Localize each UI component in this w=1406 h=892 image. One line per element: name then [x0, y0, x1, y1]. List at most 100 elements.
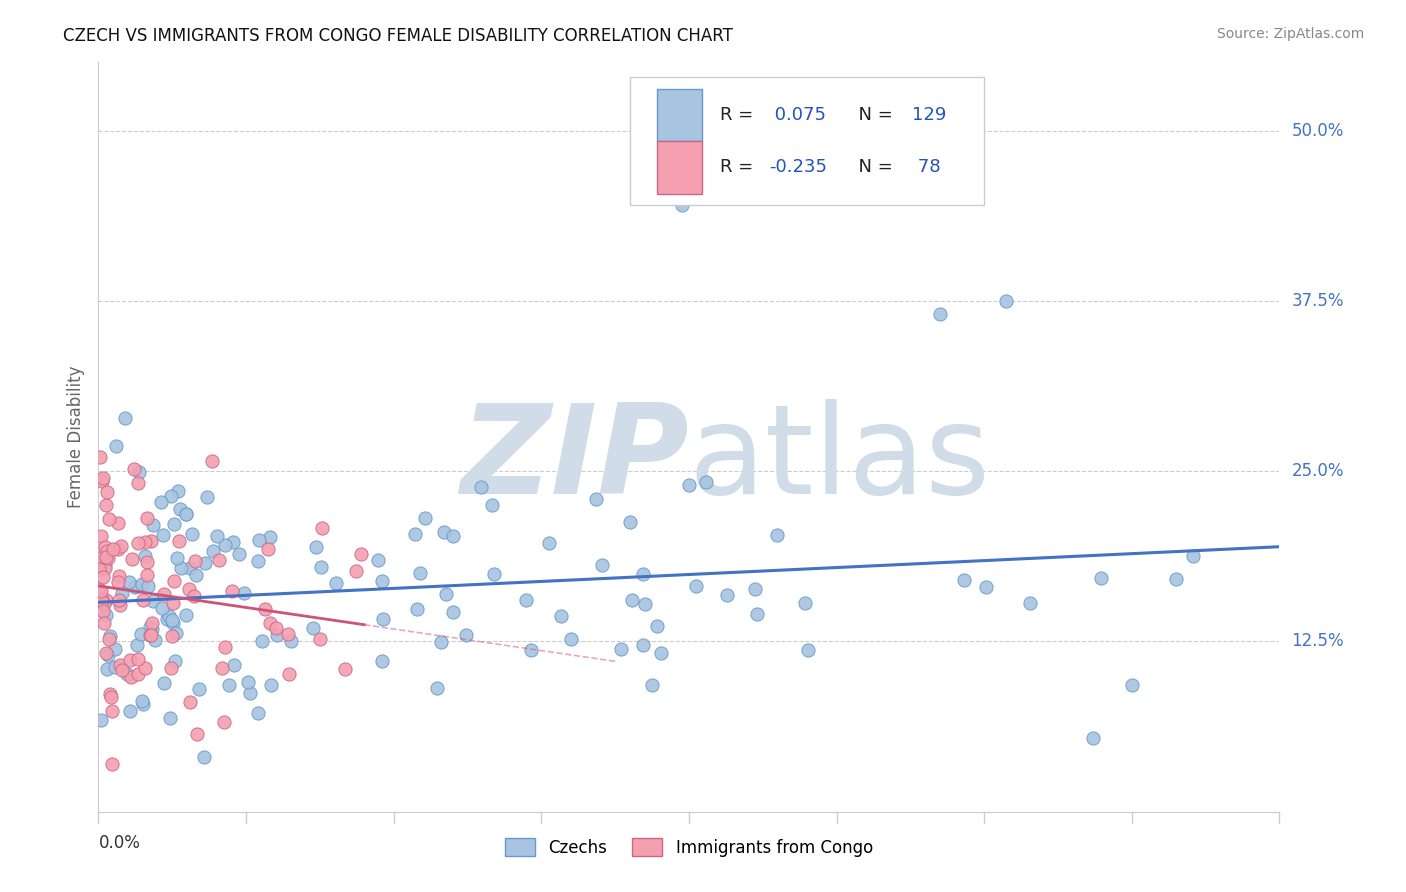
- Point: [166, 550, 188, 565]
- Point: [481, 498, 503, 512]
- FancyBboxPatch shape: [657, 88, 702, 141]
- Point: [90, 594, 112, 608]
- Point: [155, 612, 177, 626]
- Point: [122, 461, 145, 475]
- Point: [797, 643, 820, 657]
- Point: [793, 596, 815, 610]
- Point: [280, 633, 302, 648]
- Point: [186, 568, 208, 582]
- Point: [344, 564, 367, 578]
- Point: [134, 535, 156, 549]
- Point: [1018, 596, 1040, 610]
- Point: [152, 528, 174, 542]
- Point: [222, 657, 245, 672]
- Point: [610, 642, 633, 657]
- Point: [165, 654, 187, 668]
- Point: [107, 575, 129, 590]
- Point: [167, 533, 190, 548]
- Point: [325, 576, 347, 591]
- Point: [201, 453, 224, 467]
- Point: [139, 620, 162, 634]
- Point: [233, 586, 256, 600]
- Point: [139, 628, 162, 642]
- Point: [153, 587, 176, 601]
- Point: [214, 640, 236, 654]
- Point: [671, 198, 693, 212]
- Point: [747, 607, 769, 622]
- Point: [141, 627, 163, 641]
- Text: 0.075: 0.075: [769, 106, 827, 124]
- Point: [94, 561, 117, 575]
- Point: [104, 438, 127, 452]
- Point: [120, 704, 142, 718]
- Point: [426, 681, 449, 696]
- Point: [634, 598, 657, 612]
- Point: [141, 533, 163, 548]
- Point: [136, 510, 159, 524]
- Point: [90, 474, 112, 488]
- Point: [214, 714, 236, 729]
- Point: [252, 634, 274, 648]
- Point: [127, 536, 149, 550]
- Point: [160, 613, 183, 627]
- Point: [115, 667, 138, 681]
- Point: [89, 562, 111, 576]
- Point: [136, 579, 159, 593]
- Point: [208, 553, 231, 567]
- Point: [136, 555, 159, 569]
- Point: [254, 602, 277, 616]
- Point: [153, 676, 176, 690]
- Point: [650, 646, 672, 660]
- Point: [619, 515, 641, 529]
- Point: [371, 612, 394, 626]
- Point: [264, 621, 287, 635]
- Point: [162, 616, 184, 631]
- Point: [350, 547, 373, 561]
- Point: [159, 711, 181, 725]
- Point: [371, 574, 394, 588]
- Point: [162, 629, 184, 643]
- Point: [641, 678, 664, 692]
- Point: [1121, 678, 1143, 692]
- Point: [96, 544, 118, 558]
- Text: N =: N =: [848, 159, 898, 177]
- Point: [120, 670, 142, 684]
- Point: [1164, 572, 1187, 586]
- Text: Source: ZipAtlas.com: Source: ZipAtlas.com: [1216, 27, 1364, 41]
- Point: [929, 308, 952, 322]
- Point: [167, 483, 190, 498]
- Point: [247, 533, 270, 547]
- Text: -0.235: -0.235: [769, 159, 827, 177]
- Point: [91, 570, 114, 584]
- Point: [142, 594, 165, 608]
- Point: [277, 666, 299, 681]
- Point: [409, 566, 432, 580]
- Point: [131, 577, 153, 591]
- Point: [110, 540, 132, 554]
- Point: [221, 583, 243, 598]
- Point: [94, 498, 117, 512]
- Point: [97, 550, 120, 565]
- Point: [454, 628, 477, 642]
- Point: [100, 757, 122, 772]
- Point: [134, 660, 156, 674]
- Point: [744, 582, 766, 596]
- Point: [186, 727, 208, 741]
- Point: [108, 569, 131, 583]
- Point: [238, 675, 260, 690]
- Point: [305, 540, 328, 554]
- Point: [202, 543, 225, 558]
- Text: N =: N =: [848, 106, 898, 124]
- Point: [631, 638, 654, 652]
- Point: [107, 516, 129, 530]
- Point: [974, 580, 997, 594]
- Point: [193, 750, 215, 764]
- Point: [222, 534, 245, 549]
- Point: [91, 471, 114, 485]
- Point: [177, 582, 200, 596]
- Point: [214, 538, 236, 552]
- Point: [218, 678, 240, 692]
- Point: [118, 652, 141, 666]
- Point: [104, 642, 127, 657]
- Point: [953, 573, 976, 587]
